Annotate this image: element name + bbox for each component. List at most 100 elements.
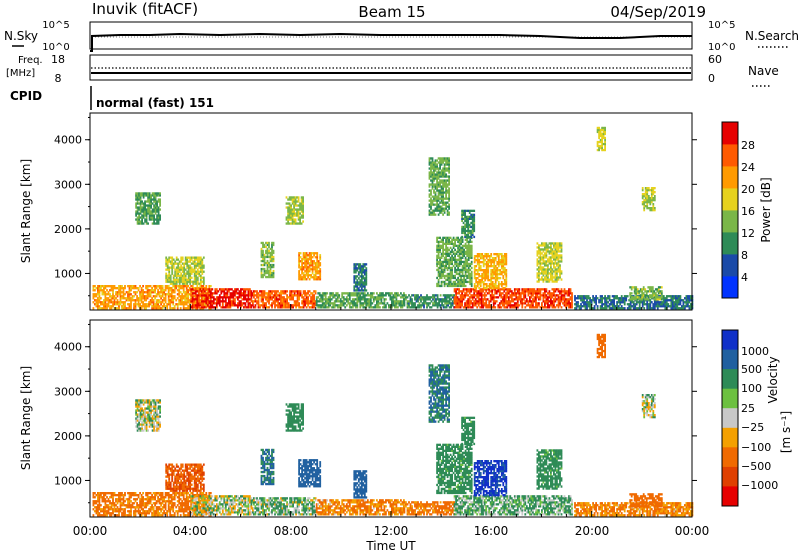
heatmap-cell (433, 213, 435, 216)
heatmap-cell (311, 298, 314, 301)
heatmap-cell (613, 299, 615, 302)
heatmap-cell (189, 264, 192, 267)
heatmap-cell (529, 296, 531, 299)
heatmap-cell (461, 268, 464, 272)
heatmap-cell (188, 299, 191, 302)
heatmap-cell (159, 198, 161, 201)
heatmap-cell (196, 300, 199, 303)
heatmap-cell (480, 292, 483, 295)
heatmap-cell (274, 296, 276, 299)
heatmap-cell (536, 274, 539, 277)
heatmap-cell (482, 290, 485, 293)
heatmap-cell (575, 301, 578, 304)
heatmap-cell (516, 288, 519, 291)
heatmap-cell (670, 307, 673, 310)
heatmap-cell (138, 202, 140, 205)
heatmap-cell (661, 303, 664, 306)
heatmap-cell (460, 280, 462, 284)
heatmap-cell (195, 280, 198, 283)
heatmap-cell (601, 295, 603, 298)
heatmap-cell (504, 292, 507, 295)
heatmap-cell (503, 261, 506, 264)
heatmap-cell (436, 189, 438, 192)
heatmap-cell (458, 284, 461, 288)
heatmap-cell (145, 297, 147, 300)
heatmap-cell (174, 270, 177, 273)
heatmap-cell (332, 302, 335, 305)
heatmap-cell (494, 253, 497, 256)
heatmap-cell (371, 296, 374, 299)
heatmap-cell (442, 238, 444, 241)
heatmap-cell (121, 305, 123, 308)
heatmap-cell (470, 248, 473, 251)
heatmap-cell (196, 276, 199, 279)
heatmap-cell (246, 306, 248, 309)
heatmap-cell (395, 294, 398, 297)
heatmap-cell (298, 252, 300, 255)
heatmap-cell (359, 285, 362, 288)
heatmap-cell (518, 304, 521, 307)
heatmap-cell (166, 285, 169, 288)
heatmap-cell (466, 276, 469, 280)
heatmap-cell (477, 300, 480, 303)
heatmap-cell (169, 276, 172, 279)
heatmap-cell (446, 254, 449, 257)
heatmap-cell (440, 276, 443, 280)
heatmap-cell (498, 290, 501, 293)
heatmap-cell (451, 282, 453, 286)
heatmap-cell (557, 288, 560, 291)
heatmap-cell (457, 262, 459, 266)
heatmap-cell (134, 305, 137, 308)
heatmap-cell (176, 307, 179, 310)
heatmap-cell (554, 270, 557, 273)
heatmap-cell (430, 189, 432, 192)
heatmap-cell (458, 254, 461, 257)
heatmap-cell (446, 242, 449, 245)
heatmap-cell (263, 245, 266, 249)
heatmap-cell (374, 298, 377, 301)
heatmap-cell (187, 301, 190, 304)
heatmap-cell (510, 300, 513, 303)
heatmap-cell (502, 255, 505, 258)
heatmap-cell (440, 179, 443, 182)
heatmap-cell (339, 304, 342, 307)
heatmap-cell (185, 297, 188, 300)
heatmap-cell (140, 301, 143, 304)
heatmap-cell (414, 294, 416, 297)
heatmap-cell (488, 265, 491, 268)
heatmap-cell (441, 304, 443, 307)
heatmap-cell (156, 210, 158, 213)
heatmap-cell (302, 214, 304, 217)
heatmap-cell (490, 269, 493, 272)
heatmap-cell (556, 304, 558, 307)
heatmap-cell (467, 294, 470, 297)
heatmap-cell (142, 293, 144, 296)
heatmap-cell (184, 260, 187, 263)
heatmap-cell (333, 304, 336, 307)
heatmap-cell (148, 212, 151, 215)
heatmap-cell (243, 288, 245, 291)
heatmap-cell (293, 198, 295, 201)
heatmap-cell (382, 302, 384, 305)
heatmap-cell (293, 302, 296, 305)
heatmap-cell (318, 304, 321, 307)
heatmap-cell (434, 203, 437, 206)
heatmap-cell (428, 171, 431, 174)
heatmap-cell (487, 265, 490, 268)
heatmap-cell (469, 278, 472, 282)
heatmap-cell (153, 210, 155, 213)
heatmap-cell (505, 269, 508, 272)
heatmap-cell (164, 305, 167, 308)
heatmap-cell (541, 266, 543, 269)
heatmap-cell (551, 272, 554, 275)
heatmap-cell (168, 278, 171, 281)
heatmap-cell (203, 287, 206, 290)
heatmap-cell (439, 209, 441, 212)
heatmap-cell (496, 261, 499, 264)
heatmap-cell (308, 254, 311, 257)
heatmap-cell (362, 283, 365, 286)
heatmap-cell (297, 208, 300, 211)
heatmap-cell (527, 294, 530, 297)
heatmap-cell (186, 258, 189, 261)
heatmap-cell (201, 268, 204, 271)
